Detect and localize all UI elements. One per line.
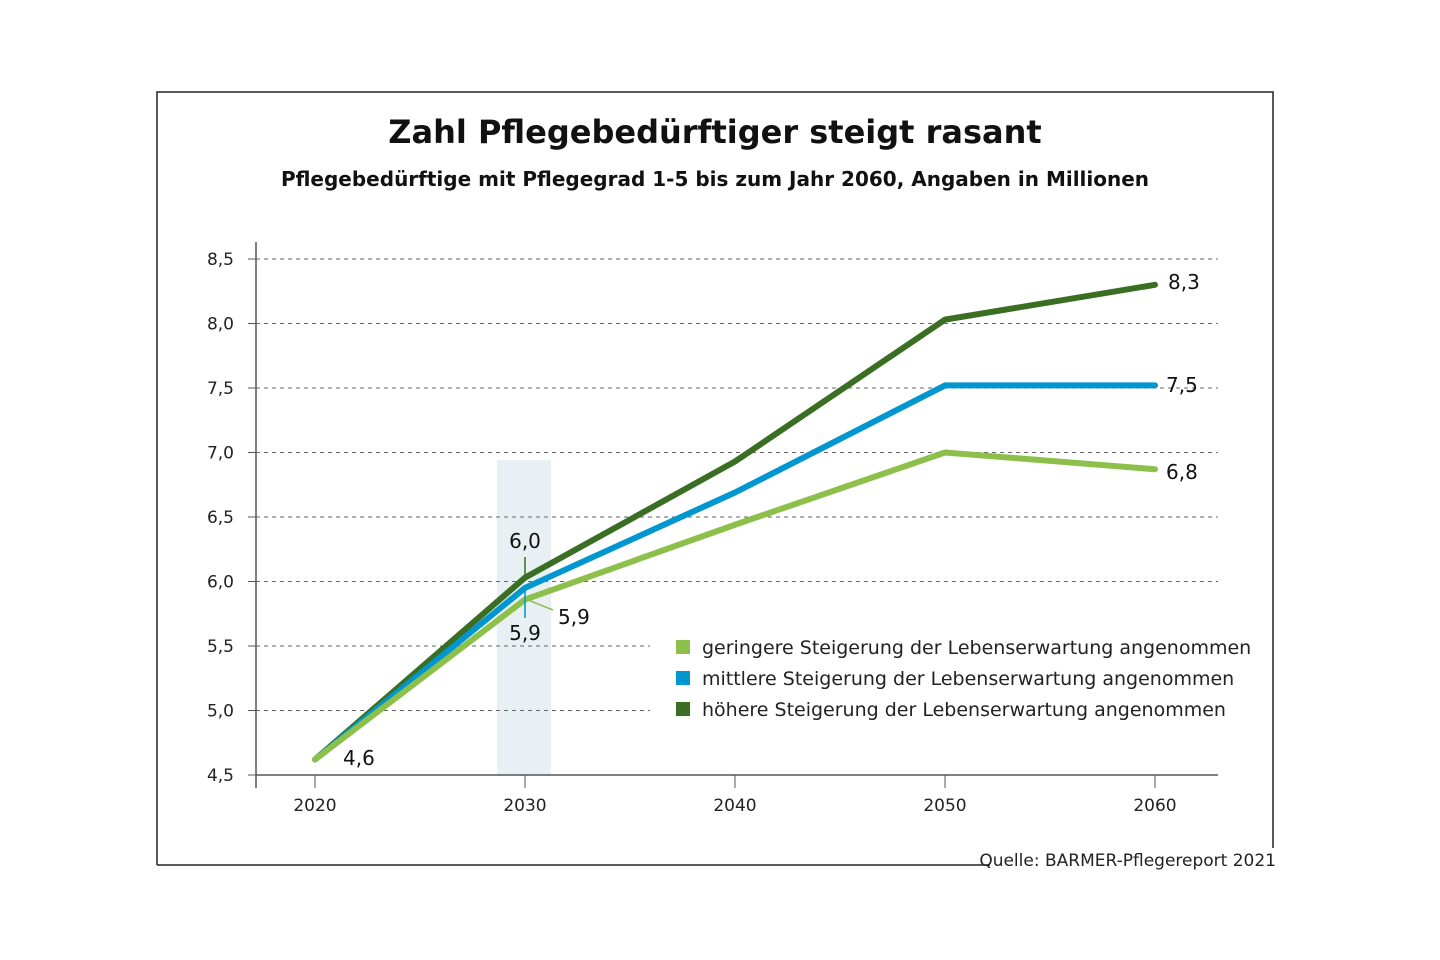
data-label: 6,0 [509,529,541,553]
data-label: 4,6 [343,746,375,770]
x-tick-label: 2050 [923,796,966,816]
x-tick-label: 2040 [713,796,756,816]
data-label: 8,3 [1168,270,1200,294]
y-tick-label: 5,5 [207,637,234,657]
legend-entry: höhere Steigerung der Lebenserwartung an… [702,699,1226,721]
y-tick-label: 6,0 [207,573,234,593]
data-label: 5,9 [558,605,590,629]
y-tick-label: 7,0 [207,444,234,464]
legend-entry: mittlere Steigerung der Lebenserwartung … [702,668,1234,690]
legend-swatch [676,671,690,685]
y-tick-label: 4,5 [207,766,234,786]
frame [156,91,1274,866]
y-tick-label: 7,5 [207,379,234,399]
y-tick-label: 8,0 [207,315,234,335]
x-tick-label: 2060 [1133,796,1176,816]
leader-line [526,598,554,611]
data-label: 5,9 [509,621,541,645]
x-tick-label: 2020 [293,796,336,816]
chart-title: Zahl Pflegebedürftiger steigt rasant [388,113,1041,151]
data-label: 7,5 [1166,373,1198,397]
legend-background [650,628,1220,728]
legend-entry: geringere Steigerung der Lebenserwartung… [702,637,1251,659]
x-tick-label: 2030 [503,796,546,816]
y-tick-label: 6,5 [207,508,234,528]
y-tick-label: 5,0 [207,702,234,722]
chart-subtitle: Pflegebedürftige mit Pflegegrad 1-5 bis … [281,167,1149,191]
legend-swatch [676,640,690,654]
y-tick-label: 8,5 [207,250,234,270]
data-label: 6,8 [1166,460,1198,484]
source-note: Quelle: BARMER-Pflegereport 2021 [979,851,1276,871]
legend-swatch [676,702,690,716]
